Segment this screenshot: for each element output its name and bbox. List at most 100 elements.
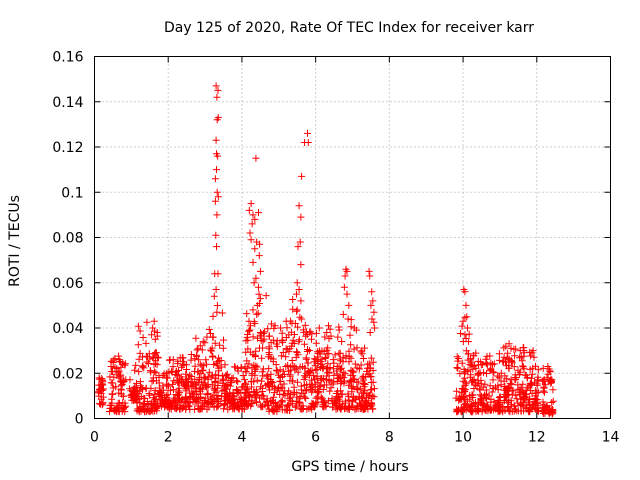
data-point xyxy=(142,339,150,347)
data-point xyxy=(272,405,280,413)
data-point xyxy=(302,373,309,381)
data-point xyxy=(507,357,515,365)
x-tick-label: 12 xyxy=(528,430,546,446)
data-point xyxy=(268,382,276,390)
y-axis-label: ROTI / TECUs xyxy=(7,195,23,287)
data-point xyxy=(166,387,174,395)
data-point xyxy=(487,406,495,414)
data-point xyxy=(330,371,338,379)
data-point xyxy=(516,347,524,355)
data-point xyxy=(272,340,280,348)
data-point xyxy=(486,367,494,375)
data-point xyxy=(221,392,229,400)
data-point xyxy=(511,352,519,360)
data-point xyxy=(277,352,285,360)
data-point xyxy=(288,398,296,406)
data-point xyxy=(154,354,162,362)
data-point xyxy=(212,231,220,239)
data-point xyxy=(179,354,187,362)
data-point xyxy=(335,393,343,401)
data-point xyxy=(242,381,250,389)
data-point xyxy=(545,407,553,415)
data-point xyxy=(529,401,537,409)
data-point xyxy=(456,370,464,378)
data-point xyxy=(549,386,557,394)
data-point xyxy=(319,386,327,393)
data-point xyxy=(139,406,147,414)
data-point xyxy=(513,395,521,403)
data-point xyxy=(302,355,310,363)
data-point xyxy=(338,338,346,345)
data-point xyxy=(347,341,355,349)
data-point xyxy=(301,364,309,372)
data-point xyxy=(293,279,301,287)
data-point xyxy=(333,394,341,402)
data-point xyxy=(248,371,256,379)
data-point xyxy=(350,393,357,401)
data-point xyxy=(482,360,490,367)
data-point xyxy=(169,380,176,388)
data-point xyxy=(211,377,219,385)
data-point xyxy=(357,361,365,369)
data-point xyxy=(453,407,461,415)
data-point xyxy=(191,375,199,383)
data-point xyxy=(155,374,163,381)
data-point xyxy=(251,245,259,253)
data-point xyxy=(173,371,181,379)
data-point xyxy=(508,380,516,388)
data-point xyxy=(243,310,251,318)
data-point xyxy=(134,389,142,397)
data-point xyxy=(313,365,321,373)
data-point xyxy=(242,368,250,376)
data-point xyxy=(245,327,253,335)
data-point xyxy=(253,363,261,371)
data-point xyxy=(364,360,372,368)
data-point xyxy=(205,368,213,376)
data-point xyxy=(349,368,357,376)
data-point xyxy=(464,324,471,332)
data-point xyxy=(314,360,322,367)
data-point xyxy=(353,344,361,352)
data-point xyxy=(288,339,296,347)
data-point xyxy=(211,175,219,183)
data-point xyxy=(326,325,334,333)
data-point xyxy=(325,377,333,385)
data-point xyxy=(297,213,305,221)
data-point xyxy=(476,391,484,399)
data-point xyxy=(170,377,178,385)
data-point xyxy=(325,335,333,343)
data-point xyxy=(294,378,301,386)
data-point xyxy=(368,288,376,296)
data-point xyxy=(548,399,556,406)
data-point xyxy=(192,388,200,396)
data-point xyxy=(149,324,157,332)
data-point xyxy=(258,377,266,385)
data-point xyxy=(336,373,344,381)
data-point xyxy=(359,380,367,388)
data-point xyxy=(367,386,375,394)
data-point xyxy=(462,400,470,408)
data-point xyxy=(273,367,281,375)
data-point xyxy=(271,322,279,330)
data-point xyxy=(462,301,470,309)
data-point xyxy=(350,324,358,332)
y-tick-label: 0.02 xyxy=(52,366,83,382)
data-point xyxy=(254,309,262,317)
data-point xyxy=(508,387,516,395)
data-point xyxy=(529,364,537,372)
data-point xyxy=(474,370,482,378)
data-point xyxy=(201,395,209,403)
data-point xyxy=(543,401,551,409)
data-point xyxy=(289,390,297,398)
data-point xyxy=(310,358,318,366)
data-point xyxy=(311,375,318,383)
data-point xyxy=(207,373,215,381)
data-point xyxy=(257,337,265,344)
data-point xyxy=(191,367,198,375)
data-point xyxy=(224,400,232,407)
data-point xyxy=(177,373,185,381)
data-point xyxy=(282,353,290,361)
x-axis-ticks: 0 2 4 6 8 10 12 14 xyxy=(90,56,619,446)
data-point xyxy=(141,395,149,402)
data-point xyxy=(213,395,221,402)
